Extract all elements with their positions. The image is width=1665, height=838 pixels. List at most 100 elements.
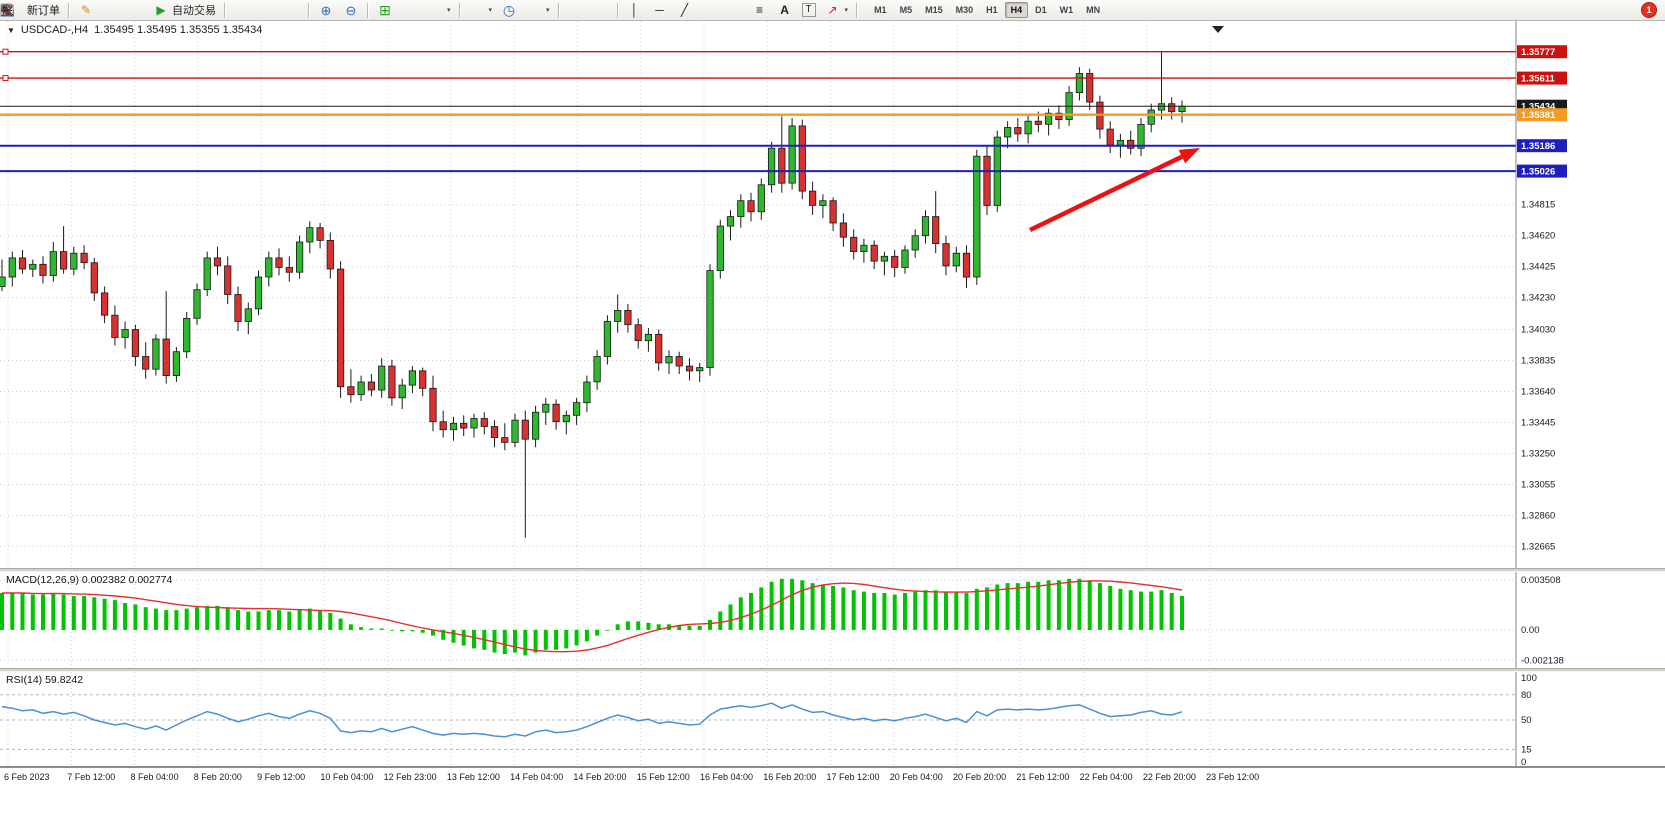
templates-button[interactable]: ▾ [0,0,455,20]
time-axis[interactable]: 6 Feb 2023 7 Feb 12:00 8 Feb 04:00 8 Feb 20… [0,766,1665,790]
timeframe-W1[interactable]: W1 [1059,5,1074,15]
notification-badge[interactable]: 1 [1641,2,1657,18]
svg-text:1.34425: 1.34425 [1521,262,1555,273]
label-button[interactable]: T [798,0,820,20]
tile-windows-button[interactable]: ⊞ [373,0,397,20]
zoom-in-icon: ⊕ [320,2,332,18]
timeframe-MN[interactable]: MN [1086,5,1101,15]
toolbar-separator [224,2,226,18]
text-button[interactable]: A [773,0,797,20]
time-axis-label: 7 Feb 12:00 [67,772,116,782]
fibonacci-button[interactable] [1,0,747,20]
toolbar-separator [557,2,560,18]
trendline-icon: ╱ [680,3,689,17]
svg-text:1.34030: 1.34030 [1521,325,1555,336]
rsi-label: RSI(14) 59.8242 [6,674,84,686]
crosshair-icon [1,2,609,18]
bar-chart-button[interactable] [1,0,254,20]
period-clock-button[interactable]: ◷ [497,0,521,20]
svg-text:1.35381: 1.35381 [1521,110,1556,121]
search-icon[interactable] [1,2,1635,18]
new-order-label: 新订单 [27,5,60,17]
ohlc-readout: 1.35495 1.35495 1.35355 1.35434 [94,24,263,36]
shapes-icon: ≡ [756,3,764,17]
svg-text:1.33835: 1.33835 [1521,356,1555,367]
new-chart-button[interactable] [0,0,123,20]
line-chart-icon [0,2,300,18]
timeframe-M30[interactable]: M30 [955,5,974,15]
time-axis-label: 16 Feb 04:00 [699,772,754,782]
dropdown-arrow-icon: ▾ [447,7,451,14]
time-axis-label: 6 Feb 2023 [4,772,50,782]
dropdown-arrow-icon: ▾ [488,7,493,14]
timeframe-M1[interactable]: M1 [874,5,887,15]
new-window-button[interactable]: ▾ [0,0,497,20]
timeframe-M5[interactable]: M5 [899,5,913,15]
zoom-out-button[interactable]: ⊖ [339,0,363,20]
dropdown-arrow-icon: ▾ [844,7,849,14]
svg-text:50: 50 [1521,715,1532,726]
svg-text:0: 0 [1521,757,1526,766]
zoom-in-button[interactable]: ⊕ [314,0,338,20]
new-chart-icon [0,2,119,18]
time-axis-label: 17 Feb 12:00 [826,772,880,782]
timeframe-D1[interactable]: D1 [1035,5,1047,15]
time-axis-label: 20 Feb 20:00 [953,772,1007,782]
fibonacci-icon [1,2,743,18]
crosshair-button[interactable] [1,0,613,20]
time-axis-label: 20 Feb 04:00 [889,772,943,782]
channel-button[interactable] [1,0,722,20]
time-axis-label: 14 Feb 20:00 [573,772,627,782]
metaeditor-icon: ✎ [80,3,92,17]
cascade-windows-button[interactable] [0,0,422,20]
svg-text:1.32860: 1.32860 [1521,511,1555,522]
arrows-button[interactable]: ↗ ▾ [821,0,853,20]
svg-text:15: 15 [1521,744,1532,755]
profiles-button[interactable] [0,0,148,20]
svg-text:0.00: 0.00 [1521,625,1540,636]
svg-text:100: 100 [1521,673,1537,684]
rsi-panel[interactable]: 100 80 50 15 0 [0,672,1665,766]
line-chart-button[interactable] [0,0,304,20]
svg-text:1.33640: 1.33640 [1521,387,1555,398]
chart-title-bar: ▼ USDCAD-,H4 1.35495 1.35495 1.35355 1.3… [7,24,262,36]
trendline-button[interactable]: ╱ [673,0,697,20]
svg-text:80: 80 [1521,690,1532,701]
svg-text:1.34620: 1.34620 [1521,231,1555,242]
vertical-line-icon: │ [630,3,639,17]
symbol-title: USDCAD-,H4 [20,24,89,36]
cursor-button[interactable] [3,0,588,20]
bar-chart-icon [1,2,250,18]
svg-text:1.33445: 1.33445 [1521,418,1555,429]
candlestick-icon [1,2,275,18]
horizontal-line-button[interactable]: ─ [648,0,672,20]
panel-separator[interactable] [0,568,1665,572]
time-axis-label: 12 Feb 23:00 [383,772,437,782]
vertical-line-button[interactable]: │ [623,0,647,20]
candlestick-button[interactable] [1,0,279,20]
metaeditor-button[interactable]: ✎ [74,0,98,20]
price-chart[interactable]: 1.34815 1.34620 1.34425 1.34230 1.34030 1.338… [0,21,1665,568]
time-axis-label: 22 Feb 20:00 [1142,772,1196,782]
svg-text:0.003508: 0.003508 [1521,575,1561,586]
channel-icon [1,2,718,18]
shapes-button[interactable]: ≡ [748,0,772,20]
toolbar-separator [856,2,859,18]
toolbar-separator [367,2,369,18]
indicators-button[interactable]: ▾ [0,0,554,20]
cascade-windows-icon [0,2,418,18]
indicators-icon [0,2,542,18]
time-axis-label: 23 Feb 12:00 [1206,772,1260,782]
timeframe-H4[interactable]: H4 [1004,2,1029,18]
new-window-icon [0,2,485,18]
chart-dropdown-icon[interactable]: ▼ [7,25,15,35]
svg-text:1.35186: 1.35186 [1521,141,1555,152]
macd-panel[interactable]: 0.003508 0.00 -0.002138 [0,572,1665,668]
panel-separator[interactable] [0,668,1665,672]
timeframe-M15[interactable]: M15 [925,5,943,15]
time-axis-label: 13 Feb 12:00 [446,772,500,782]
autotrading-button[interactable]: ▶ 自动交易 [149,0,220,20]
bottom-area [0,788,1665,838]
svg-text:1.35777: 1.35777 [1521,47,1555,58]
timeframe-H1[interactable]: H1 [986,5,998,15]
